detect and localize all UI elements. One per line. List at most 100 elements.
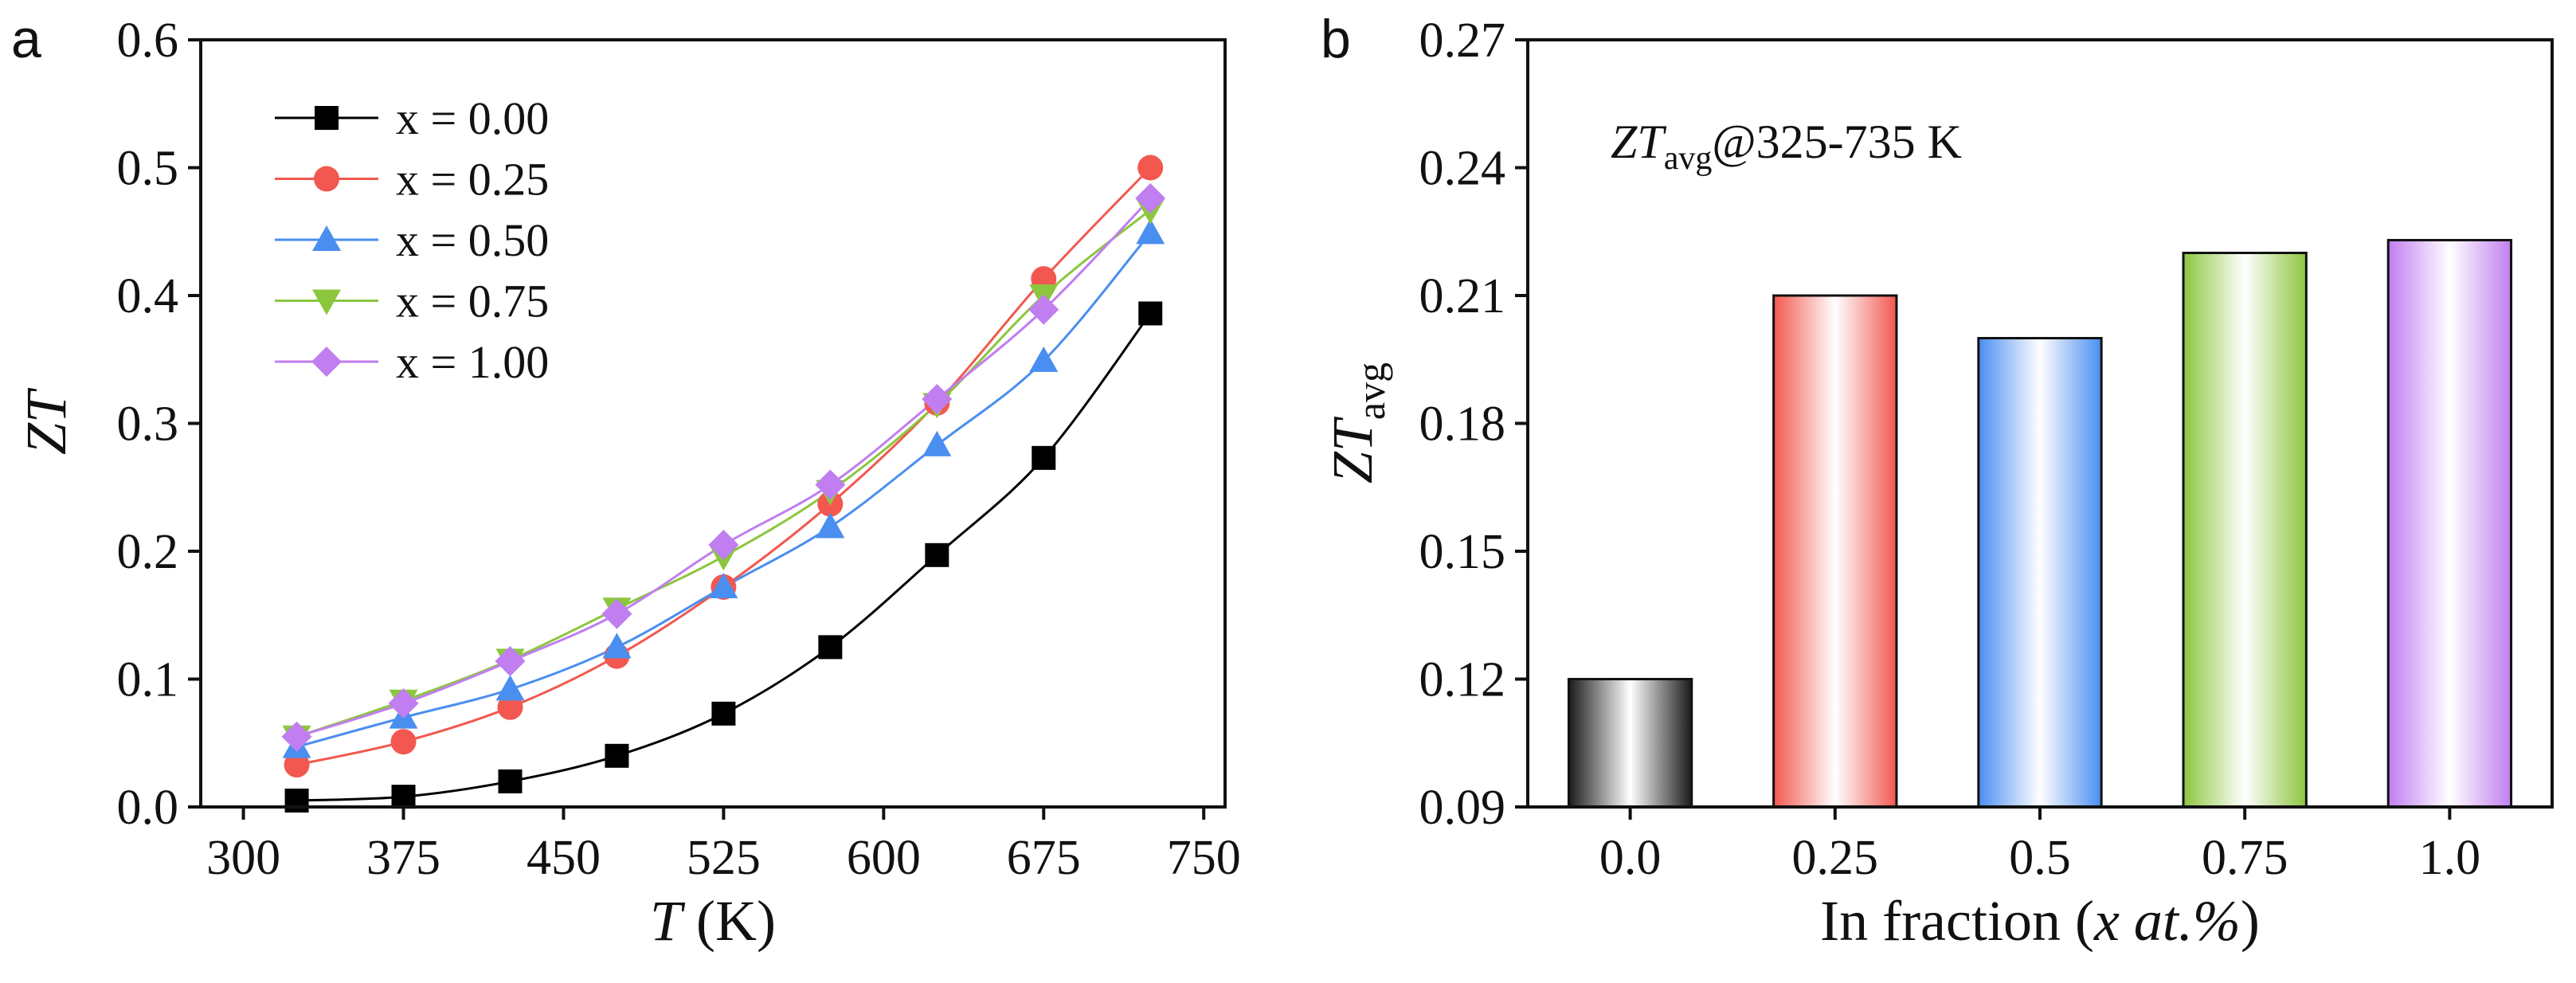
panel-b-letter: b — [1321, 9, 1351, 69]
panel-b-y-tick-label: 0.21 — [1419, 269, 1506, 323]
panel-a-data-point-4 — [281, 721, 312, 752]
panel-a-x-axis-title: T (K) — [650, 889, 776, 953]
panel-a-y-tick-label: 0.0 — [117, 781, 179, 835]
panel-a-data-point-4 — [495, 646, 526, 677]
panel-a-data-point-4 — [815, 469, 846, 500]
legend-label-0: x = 0.00 — [396, 92, 549, 144]
panel-a-data-point-2 — [1136, 218, 1165, 245]
panel-a-data-point-1 — [1137, 155, 1164, 181]
panel-a-data-point-1 — [497, 694, 523, 720]
panel-a-data-point-0 — [711, 701, 736, 726]
panel-a-x-tick-label: 450 — [527, 831, 601, 885]
panel-b-y-tick-label: 0.12 — [1419, 653, 1506, 707]
panel-a-line-chart: a 300 375 450 525 600 675 750 0.0 0.1 0.2 0.3 0.4 0.… — [11, 9, 1241, 953]
panel-a-x-axis-title-unit: (K) — [682, 889, 776, 953]
panel-b-y-tick-label: 0.24 — [1419, 142, 1506, 196]
panel-b-x-axis-title-before: In fraction ( — [1820, 889, 2094, 953]
panel-b-y-axis-title-subscript: avg — [1349, 362, 1393, 420]
panel-a-data-point-0 — [1032, 445, 1056, 470]
panel-a-legend: x = 0.00 x = 0.25 x = 0.50 x = 0.75 x = 1.00 — [275, 92, 549, 388]
legend-marker-4 — [311, 347, 342, 377]
panel-a-y-tick-label: 0.6 — [117, 14, 179, 68]
panel-a-x-axis-title-italic: T — [650, 889, 686, 953]
panel-a-x-tick-label: 600 — [847, 831, 921, 885]
panel-b-y-tick-label: 0.27 — [1419, 14, 1506, 68]
panel-a-data-point-4 — [708, 529, 739, 560]
panel-a-data-point-2 — [495, 675, 525, 701]
panel-a-data-point-0 — [925, 542, 949, 567]
panel-a-data-point-4 — [922, 384, 953, 415]
legend-label-2: x = 0.50 — [396, 214, 549, 266]
legend-marker-2 — [312, 225, 341, 251]
panel-a-data-point-1 — [284, 752, 310, 778]
panel-a-data-point-0 — [498, 769, 523, 793]
panel-b-annotation-subscript: avg — [1664, 140, 1713, 177]
panel-b-annotation-rest: @325-735 K — [1712, 116, 1962, 168]
panel-b-y-tick-label: 0.18 — [1419, 398, 1506, 452]
panel-a-series-markers — [281, 155, 1166, 813]
panel-b-x-tick-label: 0.0 — [1599, 831, 1662, 885]
bar-0-25 — [1772, 294, 1898, 809]
panel-b-x-axis-title-after: ) — [2241, 889, 2260, 953]
panel-a-data-point-1 — [390, 729, 417, 755]
panel-b-y-axis-title: ZTavg — [1321, 362, 1393, 484]
panel-a-data-point-2 — [602, 632, 632, 659]
panel-a-letter: a — [11, 9, 41, 69]
panel-b-bar-chart: b 0.09 0.12 0.15 0.18 0.21 0.24 0.27 0.0 0.25 0.5… — [1321, 9, 2554, 953]
panel-a-data-point-2 — [922, 430, 952, 456]
panel-a-y-tick-label: 0.4 — [117, 269, 179, 323]
legend-label-4: x = 1.00 — [396, 336, 549, 388]
panel-b-annotation-italic: ZT — [1611, 116, 1666, 168]
legend-label-1: x = 0.25 — [396, 154, 549, 206]
panel-a-y-tick-label: 0.5 — [117, 142, 179, 196]
panel-a-y-axis-title: ZT — [14, 387, 78, 455]
panel-a-data-point-2 — [1029, 346, 1059, 372]
panel-b-x-tick-label: 0.25 — [1792, 831, 1879, 885]
panel-a-data-point-0 — [818, 635, 843, 660]
panel-a-x-tick-label: 375 — [366, 831, 440, 885]
bar-0-75 — [2182, 252, 2308, 809]
panel-a-series-line-3 — [296, 209, 1152, 738]
legend-label-3: x = 0.75 — [396, 276, 549, 327]
panel-b-bars — [1567, 238, 2513, 809]
panel-b-ticks: 0.09 0.12 0.15 0.18 0.21 0.24 0.27 0.0 0.25 0.5 0.… — [1419, 14, 2481, 885]
panel-a-ticks: 300 375 450 525 600 675 750 0.0 0.1 0.2 0.3 0.4 0.5 0… — [117, 14, 1241, 885]
panel-a-data-point-4 — [1135, 183, 1166, 214]
panel-a-y-tick-label: 0.3 — [117, 398, 179, 452]
panel-a-data-point-0 — [284, 788, 309, 813]
panel-a-data-point-4 — [601, 598, 632, 629]
panel-a-y-tick-label: 0.2 — [117, 525, 179, 579]
panel-b-x-tick-label: 1.0 — [2419, 831, 2481, 885]
panel-b-annotation: ZTavg@325-735 K — [1611, 116, 1962, 177]
panel-a-x-tick-label: 675 — [1007, 831, 1081, 885]
legend-marker-1 — [314, 166, 339, 192]
panel-b-x-tick-label: 0.75 — [2202, 831, 2288, 885]
panel-a-series-line-2 — [296, 232, 1152, 749]
panel-a-data-point-2 — [709, 572, 738, 598]
panel-a-data-point-4 — [388, 687, 419, 719]
panel-a-x-tick-label: 750 — [1167, 831, 1241, 885]
panel-a-plot-frame — [199, 38, 1227, 809]
bar-0-0 — [1567, 678, 1693, 809]
panel-a-data-point-4 — [1028, 294, 1059, 325]
panel-b-plot-frame — [1526, 38, 2554, 809]
panel-a-data-point-0 — [1138, 301, 1163, 326]
legend-marker-3 — [312, 289, 341, 315]
panel-a-data-point-0 — [605, 743, 629, 768]
bar-1-0 — [2386, 238, 2513, 809]
bar-0-5 — [1977, 337, 2103, 809]
panel-b-y-tick-label: 0.09 — [1419, 781, 1506, 835]
panel-b-x-axis-title: In fraction (x at.%) — [1820, 889, 2260, 953]
panel-b-y-axis-title-italic: ZT — [1321, 416, 1384, 484]
panel-b-x-tick-label: 0.5 — [2009, 831, 2071, 885]
panel-a-x-tick-label: 300 — [206, 831, 280, 885]
panel-a-data-point-2 — [816, 512, 845, 538]
panel-a-x-tick-label: 525 — [687, 831, 761, 885]
panel-b-y-tick-label: 0.15 — [1419, 525, 1506, 579]
panel-a-data-point-0 — [391, 785, 416, 809]
panel-b-x-axis-title-italic: x at.% — [2093, 889, 2241, 953]
legend-marker-0 — [315, 106, 339, 130]
panel-a-y-tick-label: 0.1 — [117, 653, 179, 707]
panel-a-series-line-1 — [296, 166, 1152, 766]
